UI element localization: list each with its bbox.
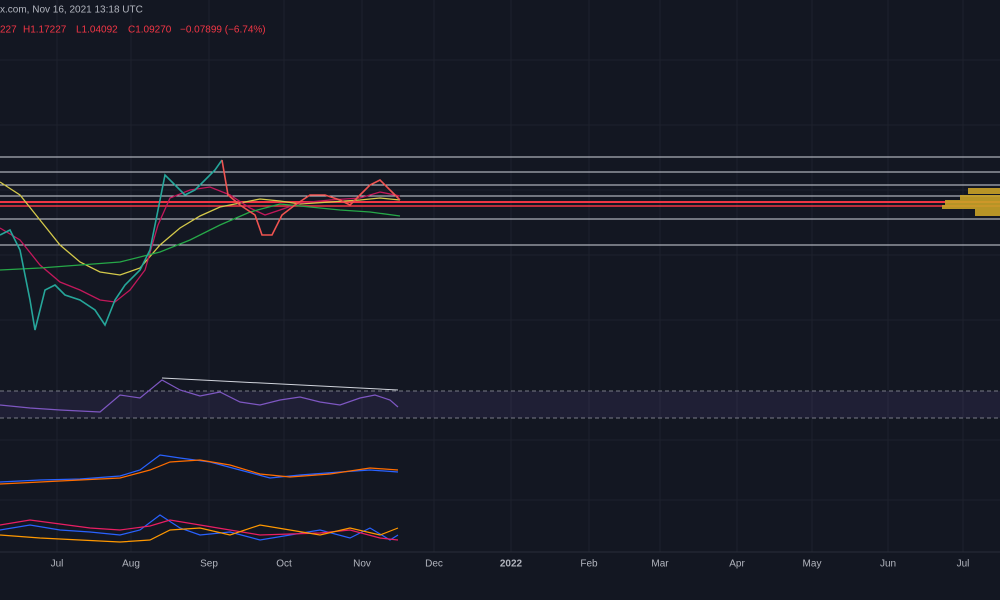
x-axis: Jul Aug Sep Oct Nov Dec 2022 Feb Mar Apr May Jun Jul <box>51 559 970 570</box>
x-axis-label: Oct <box>276 559 292 570</box>
ohlc-close: C1.09270 <box>128 25 172 36</box>
level-lines <box>0 156 1000 246</box>
x-axis-label: Feb <box>580 559 598 570</box>
symbol-line: x.com, Nov 16, 2021 13:18 UTC <box>0 5 143 16</box>
ohlc-change: −0.07899 (−6.74%) <box>180 25 266 36</box>
x-axis-label: Dec <box>425 559 443 570</box>
volume-profile <box>942 188 1000 216</box>
ohlc-open: 227 <box>0 25 17 36</box>
rsi-band <box>0 391 1000 418</box>
x-axis-label: Apr <box>729 559 745 570</box>
x-axis-label: Jun <box>880 559 896 570</box>
footer <box>0 580 1000 600</box>
divergence-line <box>161 377 399 391</box>
vertical-grid <box>56 0 964 552</box>
ohlc-low: L1.04092 <box>76 25 118 36</box>
x-axis-label: Sep <box>200 559 218 570</box>
x-axis-label: Nov <box>353 559 371 570</box>
macd <box>0 454 399 485</box>
rsi-line <box>0 379 399 413</box>
x-axis-label: Jul <box>51 559 64 570</box>
x-axis-label: May <box>803 559 822 570</box>
x-axis-label: 2022 <box>500 559 523 570</box>
horizontal-grid <box>0 59 1000 501</box>
ohlc-high: H1.17227 <box>23 25 67 36</box>
price-line <box>0 159 401 331</box>
moving-averages <box>0 181 401 303</box>
x-axis-label: Mar <box>651 559 669 570</box>
x-axis-label: Aug <box>122 559 140 570</box>
stochastic <box>0 514 399 543</box>
x-axis-label: Jul <box>957 559 970 570</box>
ohlc-readout: 227 H1.17227 L1.04092 C1.09270 −0.07899 … <box>0 25 266 36</box>
